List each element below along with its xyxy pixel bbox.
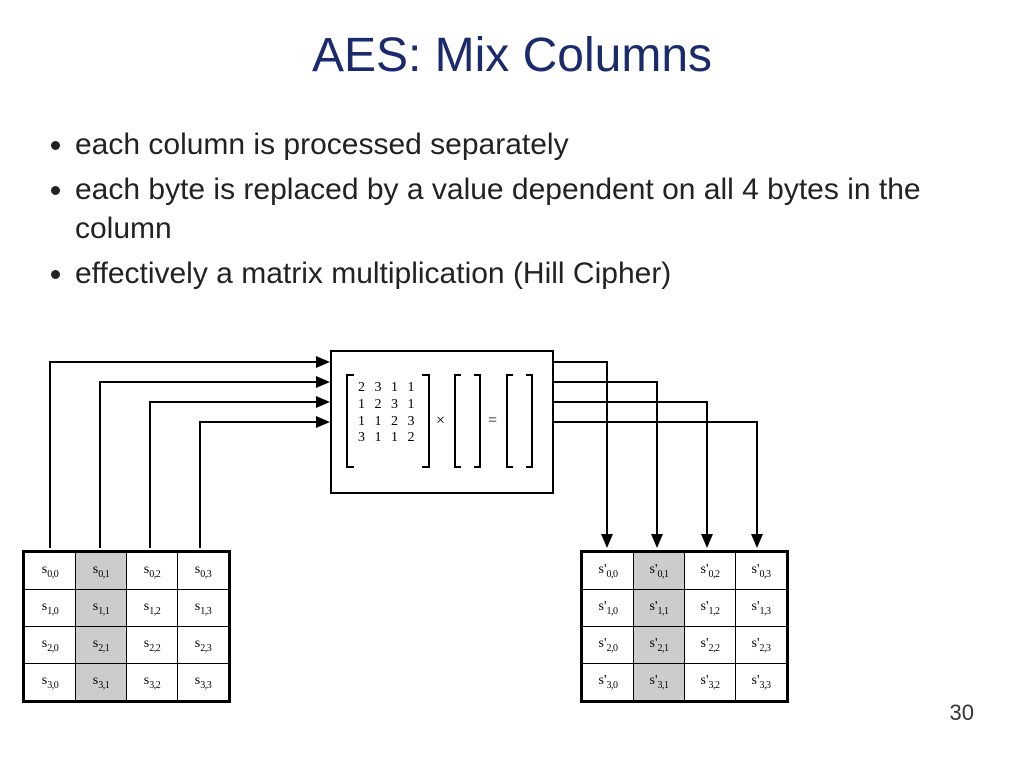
page-number: 30 <box>950 700 974 726</box>
matrix-bracket-right <box>422 374 430 468</box>
output-state-grid: s'0,0s'0,1s'0,2s'0,3 s'1,0s'1,1s'1,2s'1,3… <box>580 550 789 703</box>
input-vector-bracket-right <box>474 374 481 468</box>
bullet-item: each byte is replaced by a value depende… <box>75 170 979 248</box>
state-cell: s'3,3 <box>736 664 787 701</box>
state-cell: s0,3 <box>178 553 229 590</box>
state-cell: s2,1 <box>76 627 127 664</box>
state-cell: s'1,2 <box>685 590 736 627</box>
state-cell: s1,0 <box>25 590 76 627</box>
state-cell: s1,3 <box>178 590 229 627</box>
state-cell: s2,2 <box>127 627 178 664</box>
state-cell: s0,0 <box>25 553 76 590</box>
state-cell: s'1,1 <box>634 590 685 627</box>
state-cell: s1,1 <box>76 590 127 627</box>
output-vector-bracket-right <box>526 374 533 468</box>
slide-title: AES: Mix Columns <box>0 28 1024 83</box>
state-cell: s'1,0 <box>583 590 634 627</box>
state-cell: s'2,3 <box>736 627 787 664</box>
state-cell: s3,1 <box>76 664 127 701</box>
state-cell: s3,0 <box>25 664 76 701</box>
state-cell: s'0,3 <box>736 553 787 590</box>
state-cell: s'3,1 <box>634 664 685 701</box>
bullet-list: each column is processed separately each… <box>45 125 979 299</box>
state-cell: s'2,0 <box>583 627 634 664</box>
multiply-symbol: × <box>436 412 445 430</box>
state-cell: s0,2 <box>127 553 178 590</box>
input-state-grid: s0,0s0,1s0,2s0,3 s1,0s1,1s1,2s1,3 s2,0s2,1… <box>22 550 231 703</box>
state-cell: s'2,2 <box>685 627 736 664</box>
state-cell: s2,3 <box>178 627 229 664</box>
state-cell: s'3,0 <box>583 664 634 701</box>
input-vector-bracket-left <box>454 374 461 468</box>
state-cell: s3,3 <box>178 664 229 701</box>
state-cell: s'0,2 <box>685 553 736 590</box>
bullet-item: each column is processed separately <box>75 125 979 164</box>
equals-symbol: = <box>488 412 497 430</box>
slide: AES: Mix Columns each column is processe… <box>0 0 1024 768</box>
mixcolumns-matrix: 2 3 1 11 2 3 11 1 2 33 1 1 2 <box>358 380 418 447</box>
state-cell: s'0,0 <box>583 553 634 590</box>
mixcolumns-operation-box: 2 3 1 11 2 3 11 1 2 33 1 1 2 × = <box>330 350 554 494</box>
matrix-bracket-left <box>346 374 354 468</box>
mixcolumns-diagram: s0,0s0,1s0,2s0,3 s1,0s1,1s1,2s1,3 s2,0s2,1… <box>10 320 1010 750</box>
state-cell: s'1,3 <box>736 590 787 627</box>
state-cell: s1,2 <box>127 590 178 627</box>
state-cell: s2,0 <box>25 627 76 664</box>
state-cell: s'2,1 <box>634 627 685 664</box>
bullet-item: effectively a matrix multiplication (Hil… <box>75 254 979 293</box>
state-cell: s'3,2 <box>685 664 736 701</box>
state-cell: s3,2 <box>127 664 178 701</box>
state-cell: s'0,1 <box>634 553 685 590</box>
output-vector-bracket-left <box>506 374 513 468</box>
state-cell: s0,1 <box>76 553 127 590</box>
